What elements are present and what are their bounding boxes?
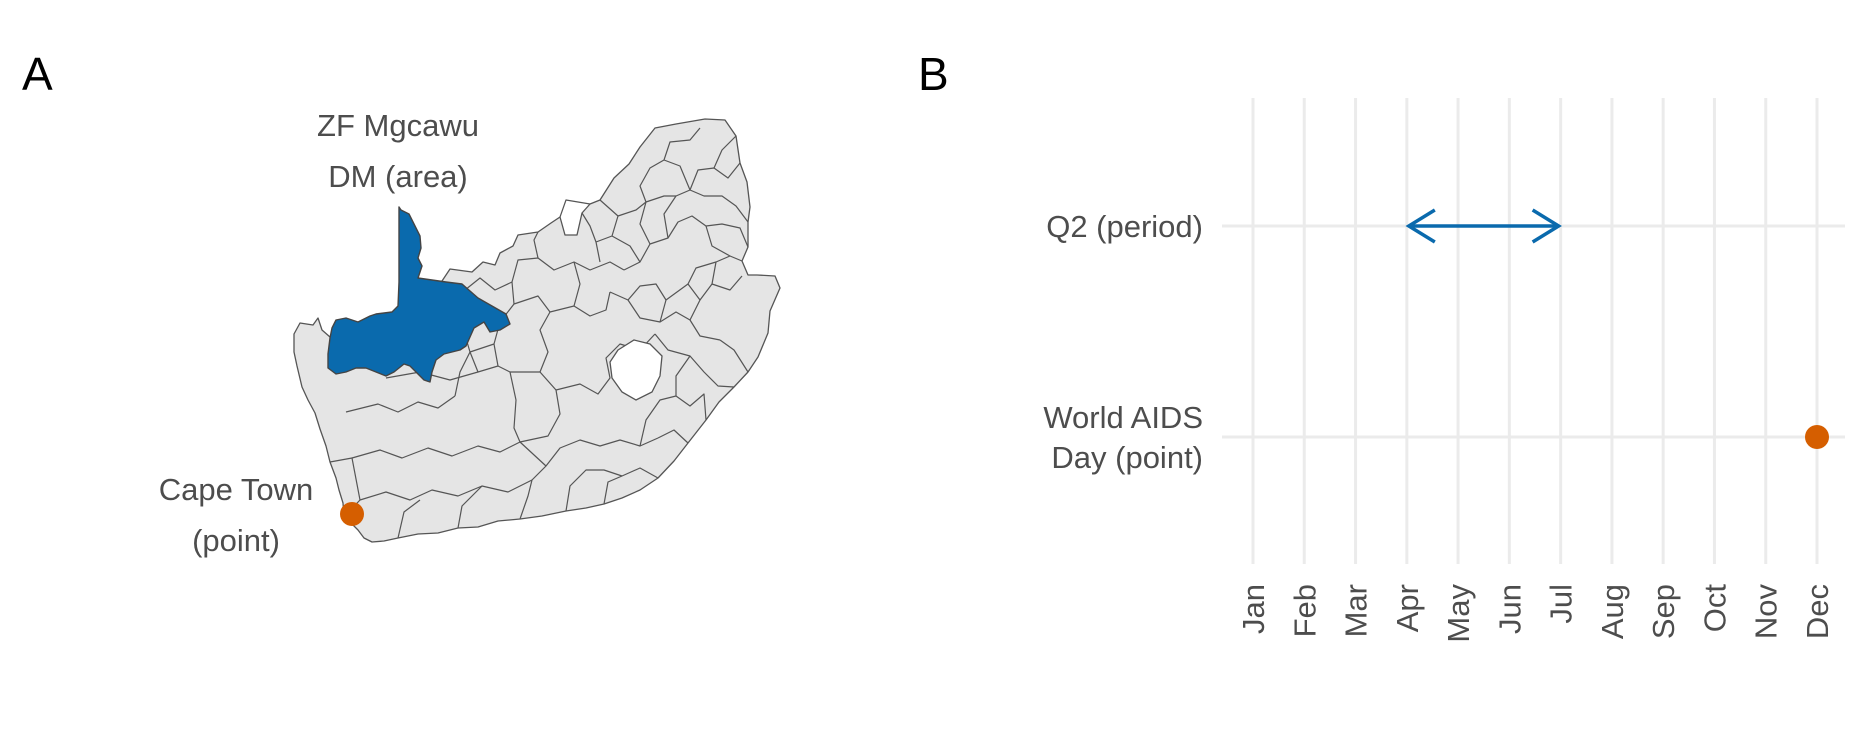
x-tick-feb: Feb: [1287, 584, 1322, 637]
event-point: [1805, 425, 1829, 449]
chart-marks: [1405, 208, 1829, 449]
district-borders: [329, 127, 749, 539]
cape-town-point: [340, 502, 364, 526]
zf-mgcawu-label-line1: ZF Mgcawu: [317, 108, 479, 143]
panel-b-letter: B: [918, 48, 949, 100]
period-arrow-head-end: [1531, 208, 1562, 244]
vertical-gridlines: [1251, 98, 1819, 564]
x-tick-apr: Apr: [1390, 584, 1425, 632]
x-tick-mar: Mar: [1339, 584, 1374, 637]
x-tick-oct: Oct: [1697, 584, 1732, 633]
x-tick-nov: Nov: [1749, 584, 1784, 640]
zf-mgcawu-label-line2: DM (area): [328, 159, 468, 194]
country-fill: [293, 118, 781, 543]
x-tick-sep: Sep: [1646, 584, 1681, 639]
y-axis-labels: Q2 (period) World AIDS Day (point): [1043, 209, 1203, 475]
south-africa-map: ZF Mgcawu DM (area) Cape Town (point): [159, 108, 781, 558]
x-tick-jan: Jan: [1236, 584, 1271, 634]
x-tick-jun: Jun: [1492, 584, 1527, 634]
cape-town-label-line2: (point): [192, 523, 280, 558]
y-label-0-line1: Q2 (period): [1046, 209, 1203, 244]
x-axis-labels: Jan Feb Mar Apr May Jun Jul Aug Sep Oct Nov Dec: [1236, 584, 1835, 643]
y-label-1-line1: World AIDS: [1043, 400, 1203, 435]
panel-a-letter: A: [22, 48, 53, 100]
horizontal-gridlines: [1222, 224, 1845, 439]
y-label-1-line2: Day (point): [1051, 440, 1203, 475]
period-arrow-head-start: [1405, 208, 1436, 244]
zf-mgcawu-area: [327, 206, 511, 383]
cape-town-label-line1: Cape Town: [159, 472, 314, 507]
x-tick-jul: Jul: [1544, 584, 1579, 624]
lesotho-hole: [609, 339, 663, 401]
x-tick-dec: Dec: [1800, 584, 1835, 639]
x-tick-aug: Aug: [1595, 584, 1630, 639]
x-tick-may: May: [1441, 584, 1476, 643]
timeline-chart: Q2 (period) World AIDS Day (point) Jan Feb M…: [1043, 98, 1845, 643]
